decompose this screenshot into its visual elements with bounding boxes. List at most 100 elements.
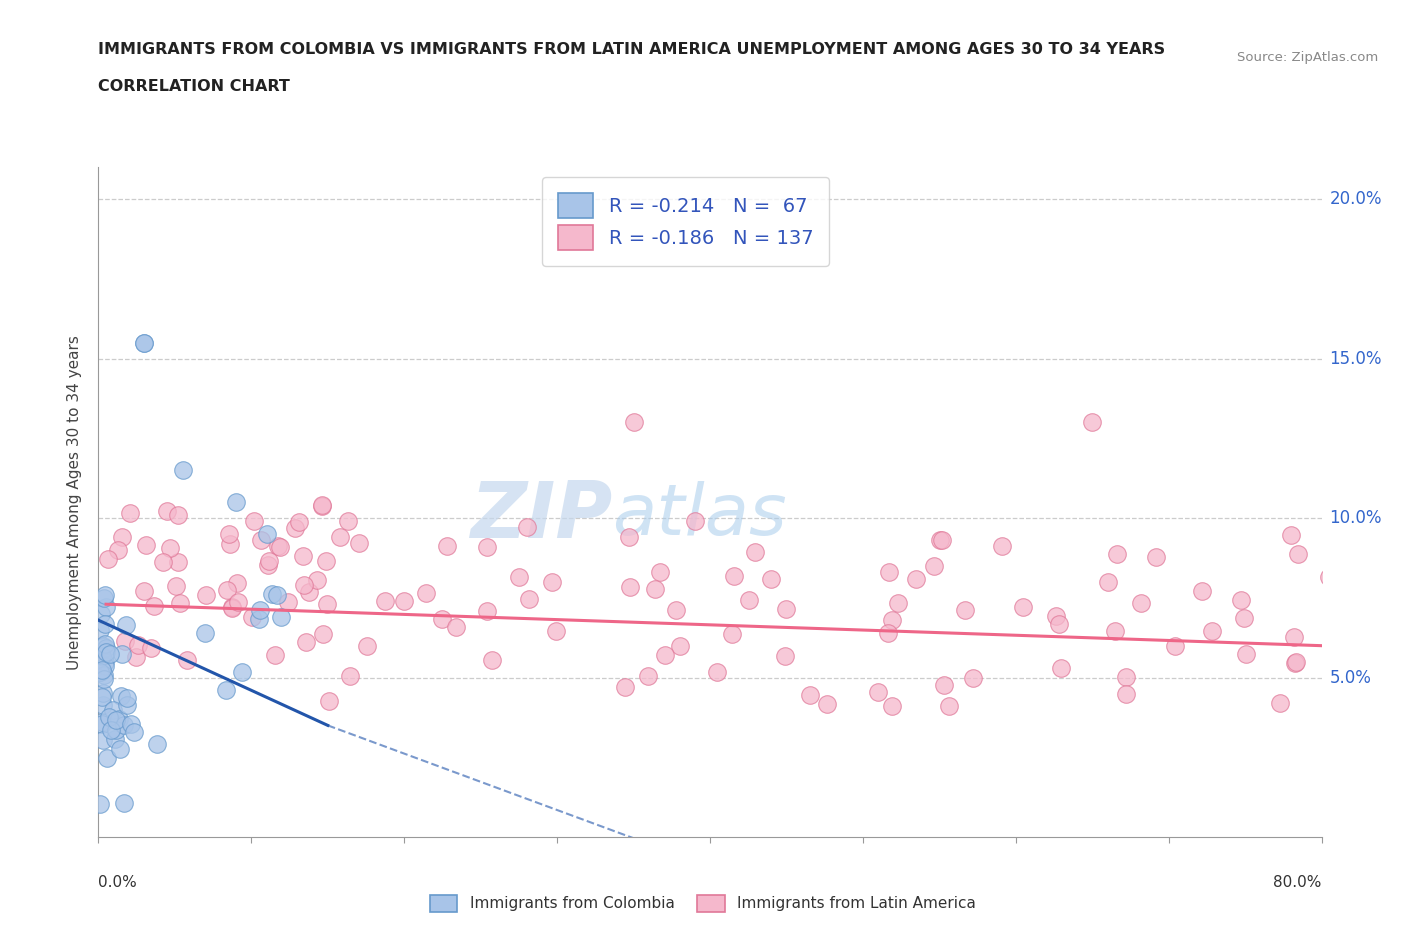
Point (1050, 660, 1073, 675)
Point (877, 626, 900, 641)
Point (347, 536, 370, 551)
Point (1115, 670, 1137, 684)
Point (508, 569, 530, 584)
Point (374, 593, 396, 608)
Point (243, 513, 266, 528)
Point (134, 336, 156, 351)
Point (215, 683, 238, 698)
Point (122, 724, 145, 739)
Point (905, 571, 928, 586)
Point (775, 601, 797, 616)
Point (644, 582, 666, 597)
Point (706, 664, 728, 679)
Point (93, 668, 115, 683)
Point (269, 540, 291, 555)
Point (619, 529, 641, 544)
Point (159, 540, 181, 555)
Text: CORRELATION CHART: CORRELATION CHART (98, 79, 290, 94)
Point (738, 592, 761, 607)
Point (436, 538, 458, 553)
Legend: R = -0.214   N =  67, R = -0.186   N = 137: R = -0.214 N = 67, R = -0.186 N = 137 (543, 177, 828, 266)
Point (111, 646, 134, 661)
Point (1268, 696, 1291, 711)
Point (931, 532, 953, 547)
Point (877, 565, 900, 579)
Point (1115, 686, 1137, 701)
Point (932, 678, 955, 693)
Point (93, 591, 115, 605)
Point (266, 587, 288, 602)
Point (311, 498, 333, 513)
Point (155, 503, 177, 518)
Point (619, 579, 641, 594)
Point (141, 857, 163, 872)
Point (139, 641, 162, 656)
Point (97, 552, 120, 567)
Point (215, 583, 238, 598)
Point (110, 885, 132, 900)
Point (91, 638, 114, 653)
Point (110, 688, 132, 703)
Point (89, 664, 111, 679)
Point (446, 619, 468, 634)
Point (218, 526, 240, 541)
Point (231, 665, 253, 680)
Point (962, 671, 984, 685)
Point (1336, 531, 1358, 546)
Point (1233, 610, 1256, 625)
Point (1104, 624, 1126, 639)
Text: Source: ZipAtlas.com: Source: ZipAtlas.com (1237, 51, 1378, 64)
Text: ZIP: ZIP (470, 478, 612, 553)
Point (94, 640, 117, 655)
Point (142, 598, 165, 613)
Point (1107, 547, 1129, 562)
Point (683, 513, 706, 528)
Point (1230, 592, 1253, 607)
Point (475, 539, 498, 554)
Point (91, 648, 114, 663)
Point (1317, 570, 1340, 585)
Point (721, 627, 744, 642)
Point (93, 636, 115, 651)
Point (744, 545, 766, 560)
Point (669, 639, 692, 654)
Point (1284, 656, 1306, 671)
Point (89, 622, 111, 637)
Point (226, 594, 249, 609)
Point (94, 644, 117, 659)
Point (723, 568, 745, 583)
Point (172, 463, 194, 478)
Point (546, 623, 568, 638)
Point (516, 520, 538, 535)
Point (105, 723, 128, 737)
Point (115, 618, 138, 632)
Point (1081, 415, 1104, 430)
Point (96, 751, 118, 766)
Point (195, 588, 218, 603)
Point (1323, 577, 1346, 591)
Point (1045, 608, 1067, 623)
Point (264, 647, 287, 662)
Point (166, 555, 188, 570)
Point (922, 559, 945, 574)
Point (880, 698, 903, 713)
Point (1164, 638, 1187, 653)
Point (759, 571, 782, 586)
Point (108, 742, 131, 757)
Point (1279, 527, 1302, 542)
Point (288, 515, 311, 530)
Point (1341, 556, 1364, 571)
Point (221, 599, 243, 614)
Point (94, 617, 117, 631)
Point (93, 654, 115, 669)
Point (114, 717, 136, 732)
Point (91, 717, 114, 732)
Point (315, 553, 337, 568)
Point (127, 638, 149, 653)
Text: 0.0%: 0.0% (98, 875, 138, 890)
Point (1340, 616, 1362, 631)
Text: 10.0%: 10.0% (1329, 509, 1382, 527)
Point (481, 653, 503, 668)
Point (250, 533, 273, 548)
Point (226, 576, 249, 591)
